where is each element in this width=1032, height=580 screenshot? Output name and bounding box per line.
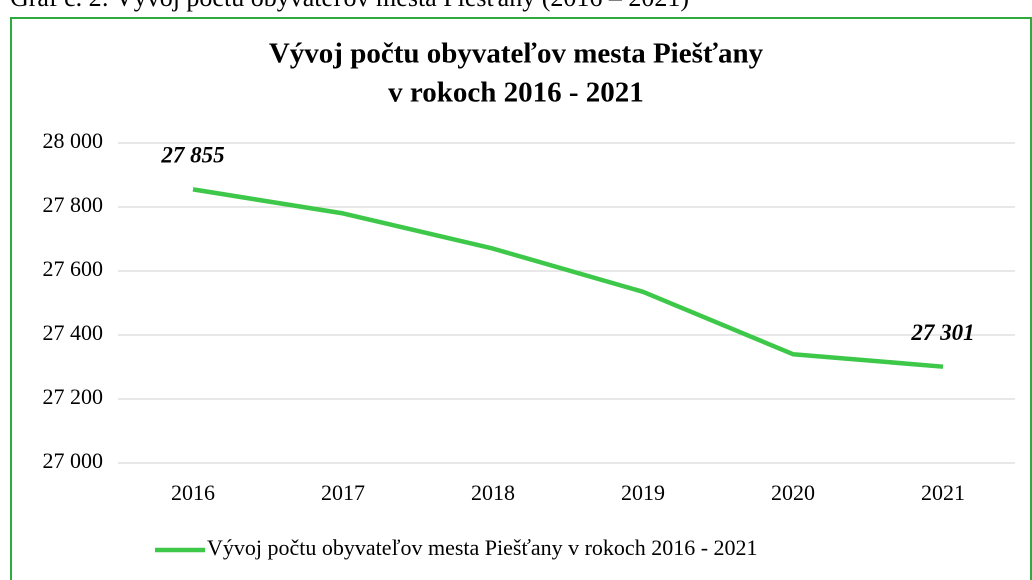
caption: Graf č. 2: Vývoj počtu obyvateľov mesta …	[10, 0, 689, 12]
chart-border	[10, 17, 1032, 580]
data-label: 27 301	[910, 320, 974, 345]
x-tick-label: 2016	[171, 480, 215, 505]
data-line	[192, 187, 944, 369]
y-tick-label: 27 200	[43, 384, 104, 409]
y-tick-label: 27 400	[43, 320, 104, 345]
y-tick-label: 28 000	[43, 128, 104, 153]
y-tick-label: 27 000	[43, 448, 104, 473]
chart-title: v rokoch 2016 - 2021	[388, 77, 644, 109]
x-tick-label: 2017	[321, 480, 365, 505]
data-label: 27 855	[160, 143, 224, 168]
x-tick-label: 2021	[921, 480, 965, 505]
chart-title: Vývoj počtu obyvateľov mesta Piešťany	[269, 38, 764, 70]
x-tick-label: 2020	[771, 480, 815, 505]
legend-label: Vývoj počtu obyvateľov mesta Piešťany v …	[207, 535, 758, 560]
x-tick-label: 2019	[621, 480, 665, 505]
y-tick-label: 27 600	[43, 256, 104, 281]
y-tick-label: 27 800	[43, 192, 104, 217]
x-tick-label: 2018	[471, 480, 515, 505]
